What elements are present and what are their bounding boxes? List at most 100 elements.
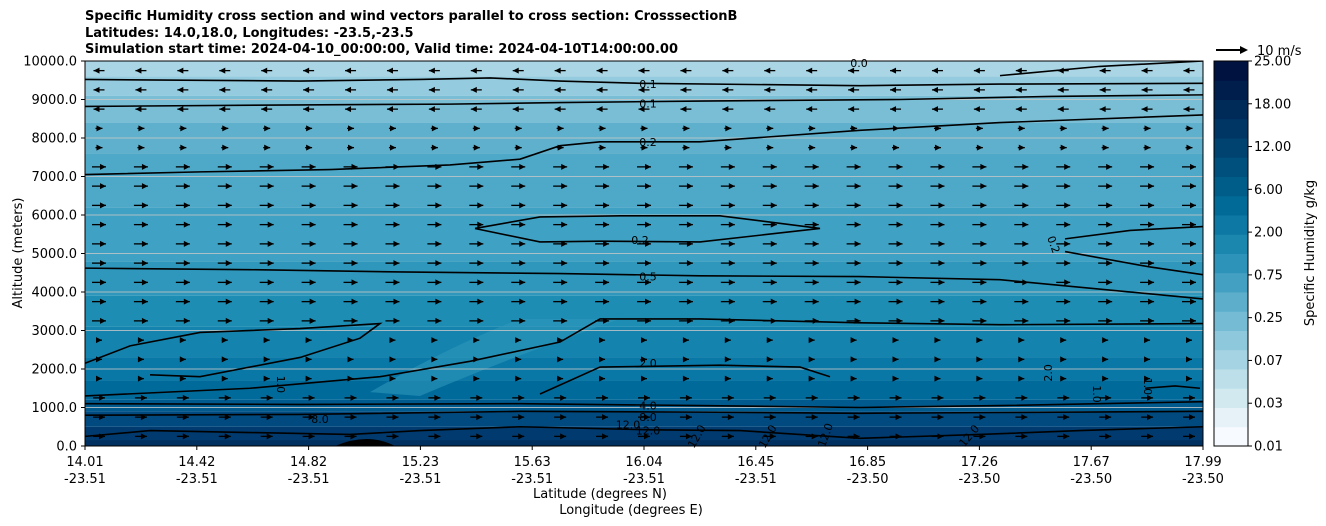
wind-vector-head [177, 67, 184, 74]
wind-vector-head [893, 125, 900, 132]
wind-vector-head [973, 86, 980, 93]
wind-vector-head [1102, 337, 1109, 344]
wind-vector-head [477, 183, 484, 190]
wind-vector-head [183, 260, 190, 267]
wind-vector-head [722, 106, 729, 113]
wind-vector-head [725, 125, 732, 132]
wind-vector-head [1186, 125, 1193, 132]
wind-vector-head [393, 279, 400, 286]
wind-vector-head [686, 260, 693, 267]
wind-vector-head [1064, 221, 1071, 228]
wind-vector-head [137, 356, 144, 363]
wind-vector-head [473, 375, 480, 382]
wind-vector-head [386, 67, 393, 74]
colorbar-segment [1214, 234, 1248, 254]
wind-vector-head [477, 240, 484, 247]
wind-vector-head [896, 260, 903, 267]
wind-vector-head [809, 144, 816, 151]
wind-vector-head [980, 240, 987, 247]
wind-vector-head [1148, 163, 1155, 170]
x-tick-label-lat: 17.99 [1184, 455, 1221, 470]
wind-vector-head [934, 337, 941, 344]
wind-vector-head [477, 279, 484, 286]
wind-vector-head [96, 144, 103, 151]
wind-vector-head [895, 433, 902, 440]
wind-vector-head [350, 414, 357, 421]
wind-vector-head [351, 163, 358, 170]
wind-vector-head [141, 183, 148, 190]
contour-line-0.0 [999, 61, 1203, 77]
wind-vector-head [435, 202, 442, 209]
wind-vector-head [1189, 433, 1195, 440]
x-tick-label-lon: -23.50 [847, 472, 889, 487]
wind-vector-head [1141, 67, 1148, 74]
colorbar-tick-label: 2.00 [1254, 226, 1283, 241]
wind-vector-head [728, 221, 735, 228]
wind-vector-head [93, 106, 100, 113]
colorbar-label: Specific Humidity g/kg [1303, 180, 1318, 326]
wind-vector-head [100, 317, 106, 324]
wind-vector-head [393, 163, 400, 170]
wind-vector-head [183, 163, 190, 170]
wind-vector-head [222, 125, 229, 132]
wind-vector-head [1190, 317, 1196, 324]
y-tick-label: 3000.0 [32, 324, 78, 339]
wind-vector-head [638, 67, 645, 74]
wind-vector-head [560, 414, 567, 421]
contour-line-0.2 [1064, 250, 1203, 276]
wind-vector-head [767, 144, 774, 151]
wind-vector-head [853, 433, 860, 440]
contour-line-8.0 [85, 410, 1203, 416]
wind-vector-head [470, 67, 477, 74]
wind-vector-head [267, 260, 274, 267]
wind-vector-head [1060, 144, 1067, 151]
wind-vector-head [812, 183, 819, 190]
wind-vector-head [1015, 86, 1022, 93]
wind-vector-head [1106, 260, 1113, 267]
wind-vector-head [890, 86, 897, 93]
y-axis-label: Altitude (meters) [11, 198, 26, 309]
x-tick-label-lat: 17.26 [961, 455, 998, 470]
wind-vector-head [973, 106, 980, 113]
wind-vector-head [267, 279, 274, 286]
wind-vector-head [980, 183, 987, 190]
colorbar-segment [1214, 253, 1248, 274]
wind-vector-head [603, 317, 610, 324]
colorbar-segment [1214, 349, 1248, 370]
wind-vector-head [728, 317, 735, 324]
wind-vector-head [770, 317, 777, 324]
y-tick-label: 0.0 [56, 440, 77, 455]
wind-vector-head [764, 67, 771, 74]
wind-vector-head [225, 279, 232, 286]
wind-vector-head [602, 414, 609, 421]
wind-vector-head [770, 240, 777, 247]
wind-vector-head [435, 298, 442, 305]
wind-vector-head [812, 317, 819, 324]
wind-vector-head [1186, 375, 1192, 382]
wind-vector-head [1064, 240, 1071, 247]
wind-vector-head [938, 202, 945, 209]
wind-vector-head [100, 260, 106, 267]
wind-vector-head [264, 144, 271, 151]
wind-vector-head [976, 337, 983, 344]
wind-vector-head [519, 183, 526, 190]
wind-vector-head [431, 144, 438, 151]
wind-vector-head [603, 163, 610, 170]
wind-vector-head [767, 125, 774, 132]
wind-vector-head [141, 279, 148, 286]
wind-vector-head [686, 183, 693, 190]
wind-vector-head [1148, 240, 1155, 247]
wind-vector-head [389, 144, 396, 151]
wind-vector-head [183, 202, 190, 209]
wind-vector-head [938, 240, 945, 247]
wind-vector-head [267, 163, 274, 170]
wind-vector-head [1099, 67, 1106, 74]
colorbar-segment [1214, 99, 1248, 120]
wind-vector-head [938, 163, 945, 170]
wind-vector-head [140, 414, 147, 421]
wind-vector-head [261, 106, 268, 113]
wind-vector-head [1057, 86, 1064, 93]
wind-vector-head [225, 298, 232, 305]
wind-vector-head [979, 414, 986, 421]
wind-vector-head [682, 375, 689, 382]
